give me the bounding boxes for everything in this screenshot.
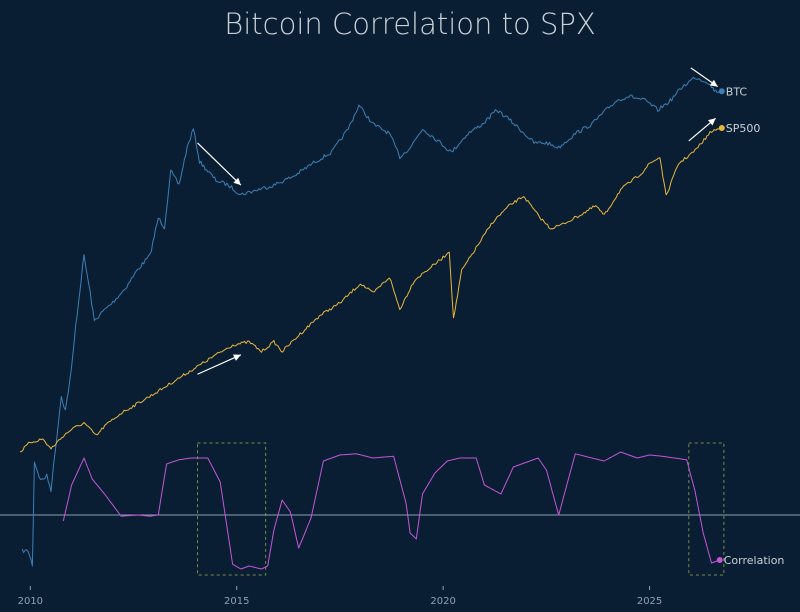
highlight-boxes — [197, 442, 725, 576]
x-tick-label-2020: 2020 — [430, 596, 455, 607]
arrow-4 — [688, 117, 717, 142]
end-dot-sp500 — [718, 125, 725, 131]
end-label-btc: BTC — [726, 85, 748, 98]
chart-title: Bitcoin Correlation to SPX — [224, 7, 596, 41]
series-line-correlation — [62, 451, 720, 570]
highlight-box-2 — [688, 442, 725, 576]
annotation-arrows — [197, 67, 719, 375]
end-label-correlation: Correlation — [724, 554, 785, 567]
end-label-sp500: SP500 — [726, 122, 761, 135]
x-tick-label-2025: 2025 — [637, 596, 662, 607]
series-end-labels: BTC SP500 Correlation — [716, 85, 785, 567]
x-tick-label-2010: 2010 — [18, 596, 43, 607]
series-line-btc — [21, 76, 723, 567]
x-tick-label-2015: 2015 — [224, 596, 249, 607]
series-lines — [19, 76, 723, 570]
series-line-sp500 — [19, 127, 722, 453]
arrow-2 — [197, 354, 242, 375]
arrow-3 — [690, 67, 719, 88]
arrow-1 — [197, 142, 242, 186]
highlight-box-1 — [197, 442, 267, 576]
end-dot-correlation — [716, 557, 723, 563]
x-axis-ticks: 2010 2015 2020 2025 — [18, 586, 662, 607]
end-dot-btc — [718, 88, 725, 95]
